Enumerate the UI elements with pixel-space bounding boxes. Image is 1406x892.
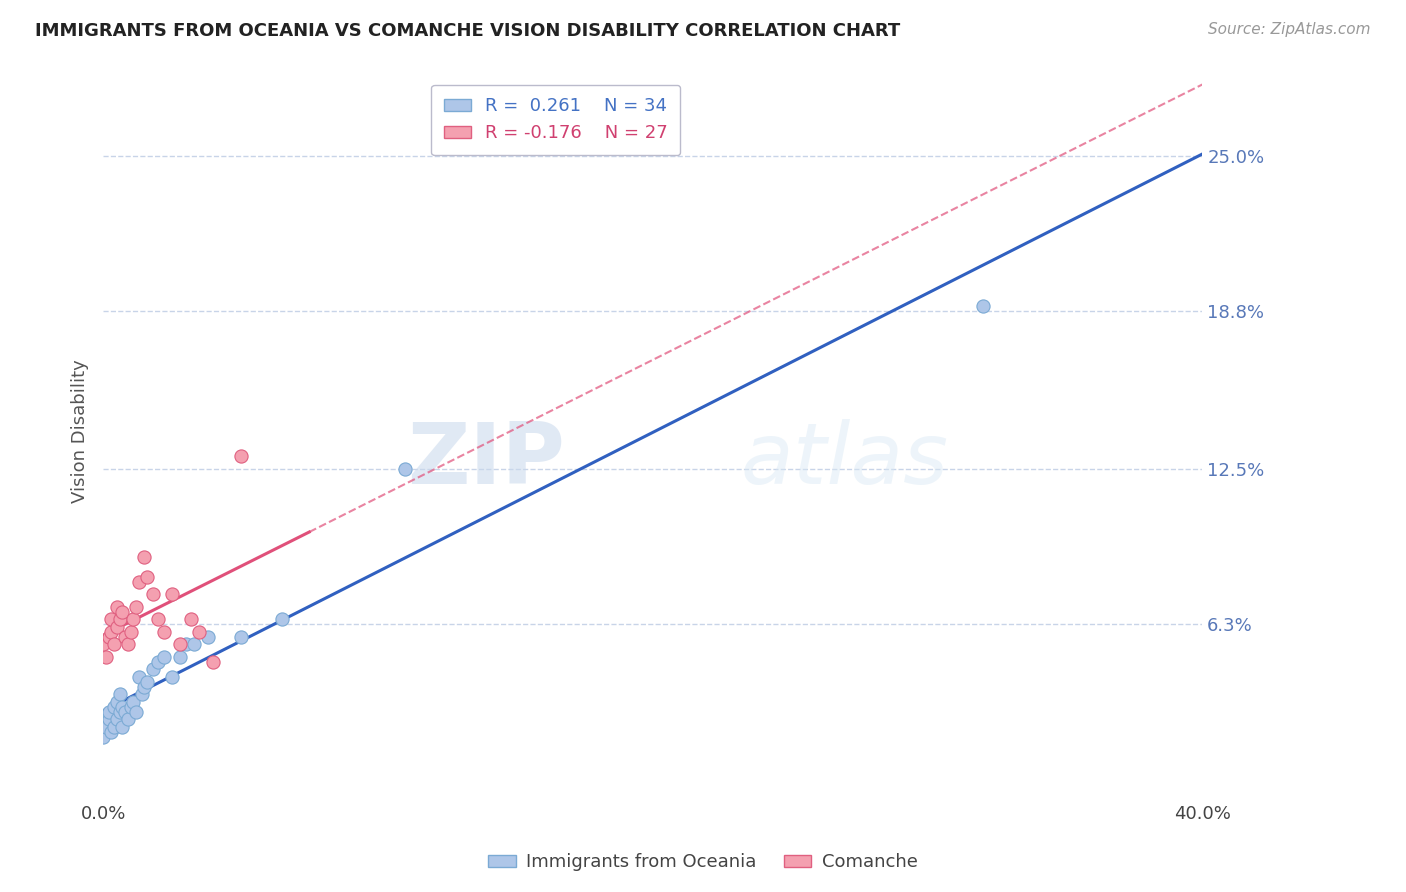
- Point: [152, 624, 174, 639]
- Point: [125, 599, 148, 614]
- Point: [131, 687, 153, 701]
- Point: [120, 699, 142, 714]
- Point: [97, 630, 120, 644]
- Point: [122, 695, 145, 709]
- Point: [97, 705, 120, 719]
- Point: [103, 720, 125, 734]
- Point: [972, 299, 994, 313]
- Text: Source: ZipAtlas.com: Source: ZipAtlas.com: [1208, 22, 1371, 37]
- Point: [94, 649, 117, 664]
- Point: [114, 630, 136, 644]
- Point: [128, 574, 150, 589]
- Point: [103, 699, 125, 714]
- Point: [229, 630, 252, 644]
- Point: [134, 549, 156, 564]
- Point: [160, 587, 183, 601]
- Point: [180, 612, 202, 626]
- Point: [136, 569, 159, 583]
- Point: [142, 662, 165, 676]
- Point: [105, 712, 128, 726]
- Point: [146, 655, 169, 669]
- Point: [91, 730, 114, 744]
- Point: [142, 587, 165, 601]
- Text: IMMIGRANTS FROM OCEANIA VS COMANCHE VISION DISABILITY CORRELATION CHART: IMMIGRANTS FROM OCEANIA VS COMANCHE VISI…: [35, 22, 900, 40]
- Point: [94, 720, 117, 734]
- Point: [160, 670, 183, 684]
- Point: [105, 695, 128, 709]
- Point: [169, 637, 191, 651]
- Point: [111, 699, 134, 714]
- Point: [117, 712, 139, 726]
- Point: [108, 705, 131, 719]
- Point: [229, 450, 252, 464]
- Point: [108, 687, 131, 701]
- Point: [100, 724, 122, 739]
- Point: [91, 637, 114, 651]
- Point: [134, 680, 156, 694]
- Point: [125, 705, 148, 719]
- Point: [169, 649, 191, 664]
- Point: [114, 705, 136, 719]
- Legend: Immigrants from Oceania, Comanche: Immigrants from Oceania, Comanche: [481, 847, 925, 879]
- Point: [202, 655, 225, 669]
- Point: [105, 620, 128, 634]
- Point: [146, 612, 169, 626]
- Text: ZIP: ZIP: [408, 419, 565, 502]
- Point: [111, 605, 134, 619]
- Point: [136, 674, 159, 689]
- Point: [117, 637, 139, 651]
- Point: [188, 624, 211, 639]
- Point: [97, 712, 120, 726]
- Point: [108, 612, 131, 626]
- Point: [100, 624, 122, 639]
- Point: [105, 599, 128, 614]
- Point: [128, 670, 150, 684]
- Point: [394, 462, 416, 476]
- Point: [120, 624, 142, 639]
- Point: [270, 612, 292, 626]
- Point: [100, 612, 122, 626]
- Point: [103, 637, 125, 651]
- Y-axis label: Vision Disability: Vision Disability: [72, 359, 89, 503]
- Point: [197, 630, 219, 644]
- Text: atlas: atlas: [741, 419, 949, 502]
- Legend: R =  0.261    N = 34, R = -0.176    N = 27: R = 0.261 N = 34, R = -0.176 N = 27: [430, 85, 681, 155]
- Point: [183, 637, 205, 651]
- Point: [122, 612, 145, 626]
- Point: [152, 649, 174, 664]
- Point: [111, 720, 134, 734]
- Point: [174, 637, 197, 651]
